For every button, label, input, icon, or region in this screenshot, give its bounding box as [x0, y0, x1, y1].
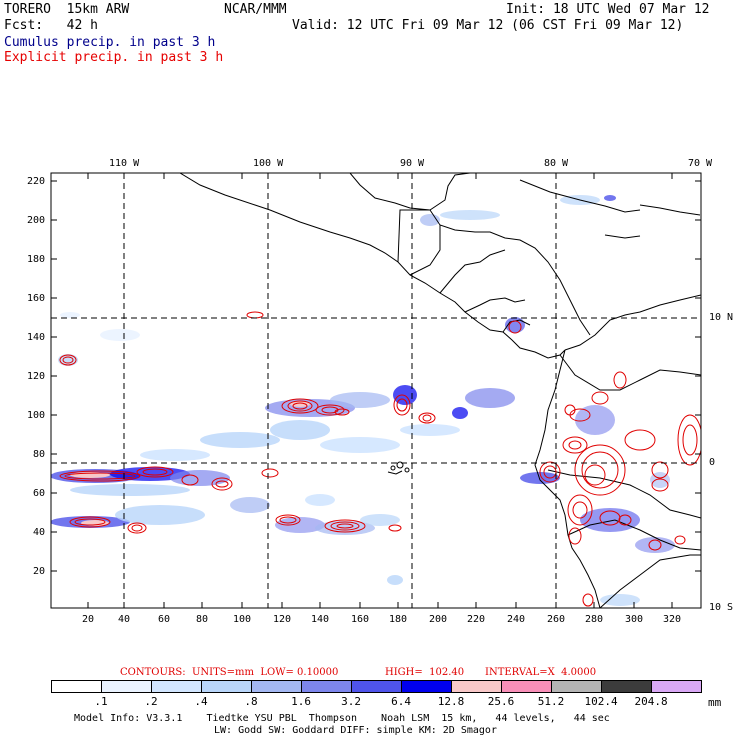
y-tick-label: 20: [33, 566, 46, 577]
colorbar-label: 102.4: [584, 695, 618, 708]
colorbar-cell: [501, 680, 552, 693]
lon-label-100w: 100 W: [253, 158, 284, 169]
colorbar-cell: [651, 680, 702, 693]
plot-frame: [50, 172, 702, 609]
legend-explicit: Explicit precip. in past 3 h: [4, 50, 224, 65]
x-tick-label: 140: [311, 614, 330, 625]
colorbar-cell: [201, 680, 252, 693]
valid-time: Valid: 12 UTC Fri 09 Mar 12 (06 CST Fri …: [292, 18, 684, 33]
colorbar-cell: [251, 680, 302, 693]
y-tick-label: 160: [27, 293, 46, 304]
colorbar-label: 1.6: [291, 695, 311, 708]
y-tick-label: 200: [27, 215, 46, 226]
lon-label-80w: 80 W: [544, 158, 569, 169]
colorbar-cell: [451, 680, 502, 693]
explicit-contours: [59, 311, 701, 607]
colorbar-label: 12.8: [437, 695, 465, 708]
colorbar-label: 25.6: [487, 695, 515, 708]
colorbar-label: 6.4: [391, 695, 411, 708]
x-tick-label: 240: [507, 614, 526, 625]
colorbar-units: mm: [708, 696, 722, 709]
axis-ticks: [51, 173, 701, 608]
model-info: Model Info: V3.3.1 Tiedtke YSU PBL Thomp…: [74, 713, 610, 724]
contour-info: CONTOURS: UNITS=mm LOW= 0.10000: [120, 667, 339, 678]
y-tick-label: 80: [33, 449, 46, 460]
x-tick-label: 300: [625, 614, 644, 625]
y-tick-label: 140: [27, 332, 46, 343]
contour-interval: INTERVAL=X 4.0000: [485, 667, 597, 678]
x-tick-label: 280: [585, 614, 604, 625]
colorbar-label: 51.2: [537, 695, 565, 708]
colorbar-cell: [401, 680, 452, 693]
colorbar-label: 3.2: [341, 695, 361, 708]
colorbar-label: 204.8: [634, 695, 668, 708]
x-tick-label: 60: [158, 614, 171, 625]
colorbar-label: .1: [94, 695, 108, 708]
colorbar-label: .4: [194, 695, 208, 708]
x-tick-label: 160: [351, 614, 370, 625]
forecast-hour: Fcst: 42 h: [4, 18, 98, 33]
x-tick-label: 40: [118, 614, 131, 625]
lon-label-110w: 110 W: [109, 158, 140, 169]
lat-label-10n: 10 N: [709, 312, 734, 323]
colorbar-cell: [351, 680, 402, 693]
x-tick-label: 100: [233, 614, 252, 625]
colorbar-cell: [151, 680, 202, 693]
lat-label-0: 0: [709, 457, 716, 468]
x-tick-label: 200: [429, 614, 448, 625]
cumulus-shading: [51, 195, 675, 606]
legend-cumulus: Cumulus precip. in past 3 h: [4, 35, 216, 50]
contour-high: HIGH= 102.40: [385, 667, 465, 678]
x-tick-label: 20: [82, 614, 95, 625]
y-tick-label: 220: [27, 176, 46, 187]
lat-label-10s: 10 S: [709, 602, 734, 613]
colorbar-cell: [101, 680, 152, 693]
y-tick-label: 40: [33, 527, 46, 538]
colorbar-cell: [301, 680, 352, 693]
x-tick-label: 220: [467, 614, 486, 625]
y-tick-label: 120: [27, 371, 46, 382]
x-tick-label: 180: [389, 614, 408, 625]
physics-info: LW: Godd SW: Goddard DIFF: simple KM: 2D…: [214, 725, 497, 736]
x-tick-label: 80: [196, 614, 209, 625]
model-title: TORERO 15km ARW: [4, 2, 130, 17]
x-tick-label: 260: [547, 614, 566, 625]
colorbar-cell: [601, 680, 652, 693]
y-tick-label: 180: [27, 254, 46, 265]
y-tick-label: 100: [27, 410, 46, 421]
lon-label-70w: 70 W: [688, 158, 713, 169]
x-tick-label: 320: [663, 614, 682, 625]
org-label: NCAR/MMM: [224, 2, 287, 17]
colorbar-label: .8: [244, 695, 258, 708]
init-time: Init: 18 UTC Wed 07 Mar 12: [506, 2, 710, 17]
lon-label-90w: 90 W: [400, 158, 425, 169]
colorbar-cell: [551, 680, 602, 693]
x-tick-label: 120: [273, 614, 292, 625]
colorbar-cell: [51, 680, 102, 693]
y-tick-label: 60: [33, 488, 46, 499]
coastlines: [179, 173, 701, 608]
lat-lon-grid: [51, 173, 701, 608]
colorbar-label: .2: [144, 695, 158, 708]
